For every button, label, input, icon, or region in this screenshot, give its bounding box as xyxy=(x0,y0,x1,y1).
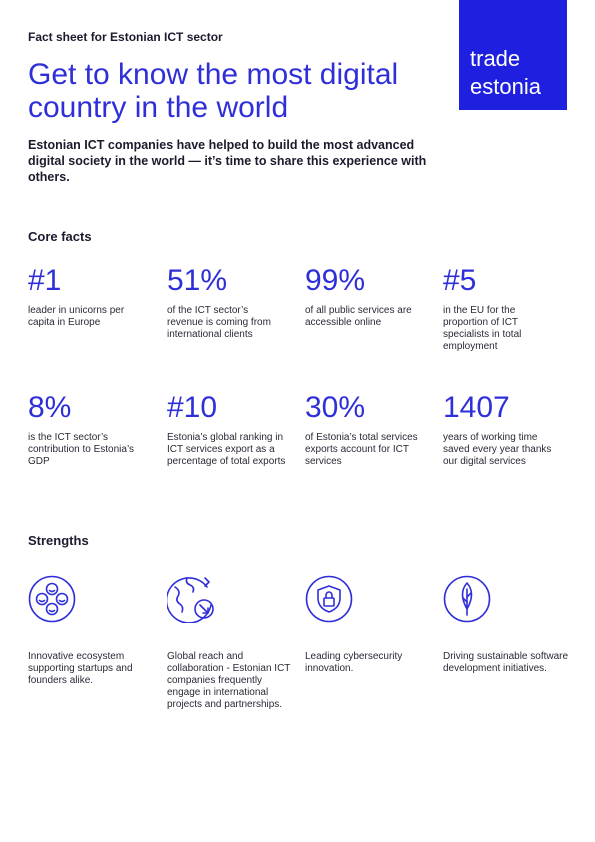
strength-text: Driving sustainable software development… xyxy=(443,651,569,674)
core-facts-title: Core facts xyxy=(28,229,92,244)
fact-text: Estonia’s global ranking in ICT services… xyxy=(167,432,286,467)
strength-item: Leading cybersecurity innovation. xyxy=(305,575,431,675)
strengths-title: Strengths xyxy=(28,533,89,548)
fact-text: leader in unicorns per capita in Europe xyxy=(28,305,125,328)
fact-text: of Estonia’s total services exports acco… xyxy=(305,432,418,467)
smiley-faces-icon xyxy=(28,575,76,623)
fact-value: #10 xyxy=(167,391,218,424)
fact-item: 99% of all public services are accessibl… xyxy=(305,265,425,329)
strength-text: Leading cybersecurity innovation. xyxy=(305,651,403,674)
fact-value: #5 xyxy=(443,264,477,297)
eyebrow-title: Fact sheet for Estonian ICT sector xyxy=(28,30,223,44)
leaf-icon xyxy=(443,575,491,623)
fact-text: of all public services are accessible on… xyxy=(305,305,412,328)
strength-text: Global reach and collaboration - Estonia… xyxy=(167,651,291,710)
shield-lock-icon xyxy=(305,575,353,623)
fact-value: 99% xyxy=(305,264,366,297)
fact-item: #5 in the EU for the proportion of ICT s… xyxy=(443,265,563,353)
fact-item: #1 leader in unicorns per capita in Euro… xyxy=(28,265,148,329)
fact-text: is the ICT sector’s contribution to Esto… xyxy=(28,432,134,467)
fact-item: #10 Estonia’s global ranking in ICT serv… xyxy=(167,392,287,468)
strength-item: Global reach and collaboration - Estonia… xyxy=(167,575,293,711)
fact-value: 8% xyxy=(28,391,72,424)
fact-value: 1407 xyxy=(443,391,510,424)
fact-value: #1 xyxy=(28,264,62,297)
strength-item: Innovative ecosystem supporting startups… xyxy=(28,575,154,687)
trade-estonia-logo: trade estonia xyxy=(459,0,567,110)
page-headline: Get to know the most digital country in … xyxy=(28,58,399,124)
logo-text-line2: estonia xyxy=(470,74,541,99)
logo-text-line1: trade xyxy=(470,46,521,71)
globe-arrows-icon xyxy=(167,577,214,623)
fact-value: 30% xyxy=(305,391,366,424)
fact-text: years of working time saved every year t… xyxy=(443,432,552,467)
fact-value: 51% xyxy=(167,264,228,297)
fact-item: 1407 years of working time saved every y… xyxy=(443,392,563,468)
strength-item: Driving sustainable software development… xyxy=(443,575,569,675)
fact-item: 51% of the ICT sector’s revenue is comin… xyxy=(167,265,287,341)
fact-item: 30% of Estonia’s total services exports … xyxy=(305,392,425,468)
fact-text: of the ICT sector’s revenue is coming fr… xyxy=(167,305,271,340)
strength-text: Innovative ecosystem supporting startups… xyxy=(28,651,133,686)
fact-item: 8% is the ICT sector’s contribution to E… xyxy=(28,392,148,468)
intro-paragraph: Estonian ICT companies have helped to bu… xyxy=(28,138,427,184)
fact-text: in the EU for the proportion of ICT spec… xyxy=(443,305,522,352)
